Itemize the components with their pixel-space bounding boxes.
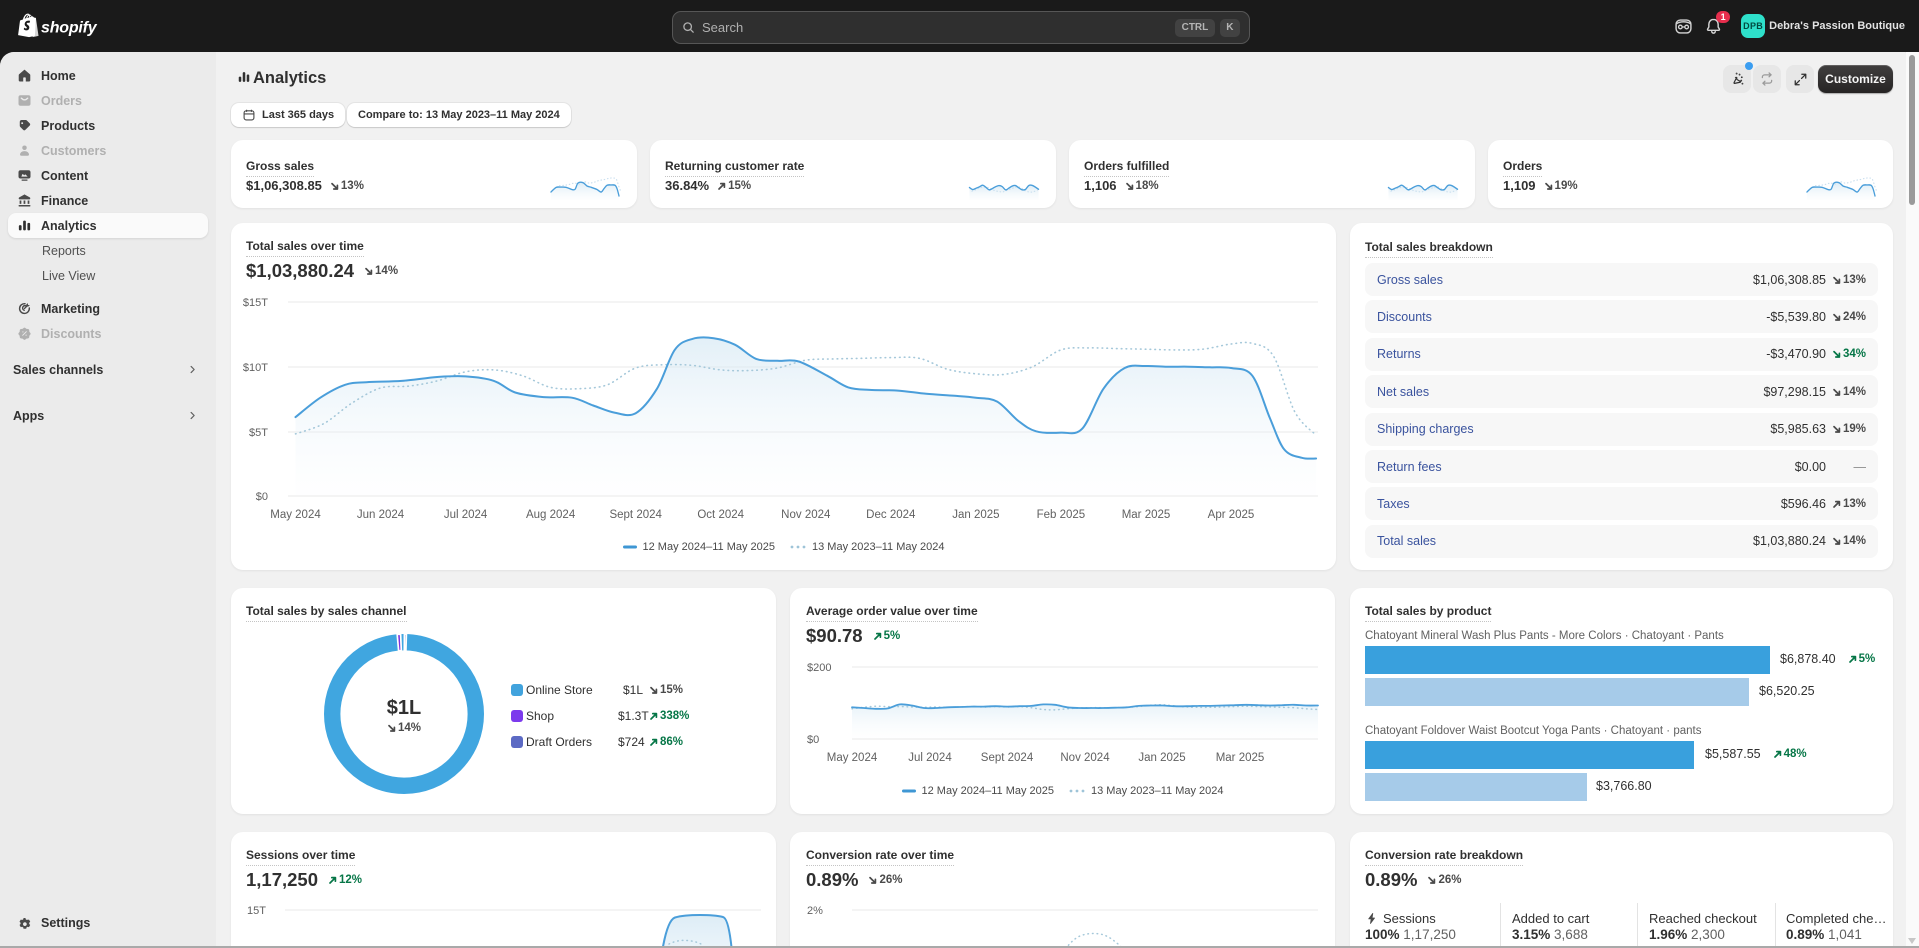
svg-text:$0: $0	[256, 491, 268, 503]
svg-text:$10T: $10T	[243, 362, 268, 374]
svg-text:Dec 2024: Dec 2024	[866, 509, 916, 521]
svg-text:Mar 2025: Mar 2025	[1122, 509, 1171, 521]
svg-text:Sept 2024: Sept 2024	[609, 509, 662, 521]
svg-text:Aug 2024: Aug 2024	[526, 509, 576, 521]
svg-text:Jan 2025: Jan 2025	[952, 509, 999, 521]
svg-text:Feb 2025: Feb 2025	[1037, 509, 1086, 521]
svg-text:Oct 2024: Oct 2024	[697, 509, 744, 521]
svg-text:$15T: $15T	[243, 297, 268, 309]
svg-text:Nov 2024: Nov 2024	[781, 509, 831, 521]
svg-text:2%: 2%	[807, 905, 823, 917]
svg-text:May 2024: May 2024	[827, 752, 878, 764]
svg-text:Mar 2025: Mar 2025	[1216, 752, 1265, 764]
svg-text:Jul 2024: Jul 2024	[444, 509, 488, 521]
svg-text:$5T: $5T	[249, 427, 268, 439]
svg-text:Apr 2025: Apr 2025	[1208, 509, 1255, 521]
svg-text:$0: $0	[807, 734, 819, 746]
svg-text:Jul 2024: Jul 2024	[908, 752, 952, 764]
svg-text:Jun 2024: Jun 2024	[357, 509, 405, 521]
svg-text:15T: 15T	[247, 905, 266, 917]
svg-text:$200: $200	[807, 662, 831, 674]
svg-text:May 2024: May 2024	[270, 509, 321, 521]
svg-text:Sept 2024: Sept 2024	[981, 752, 1034, 764]
svg-text:Jan 2025: Jan 2025	[1138, 752, 1185, 764]
svg-text:shopify: shopify	[41, 20, 98, 37]
svg-text:Nov 2024: Nov 2024	[1060, 752, 1110, 764]
svg-text:1.5%: 1.5%	[807, 945, 832, 946]
